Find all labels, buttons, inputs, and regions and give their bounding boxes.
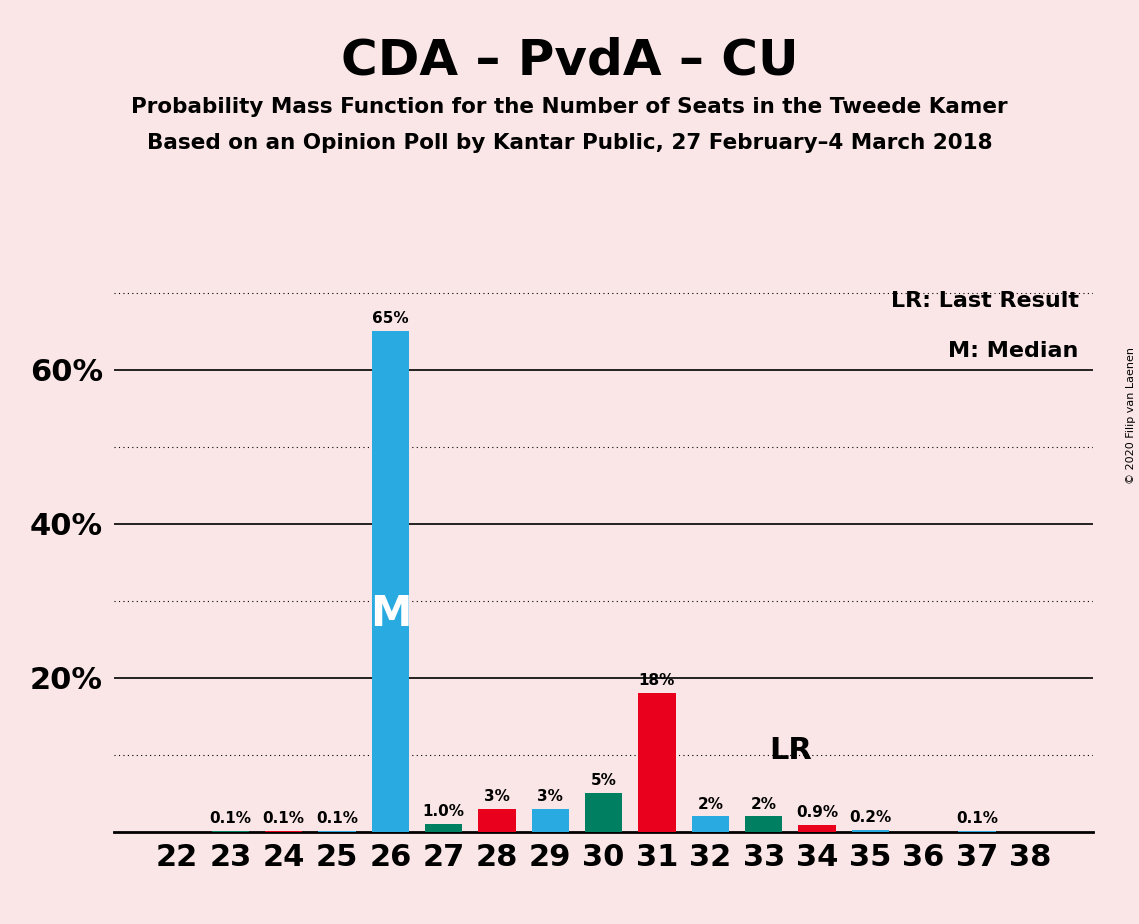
Text: 3%: 3% (538, 789, 564, 804)
Text: 2%: 2% (751, 796, 777, 811)
Bar (691, 816, 729, 832)
Bar (371, 331, 409, 832)
Text: 0.1%: 0.1% (210, 811, 252, 826)
Text: 0.1%: 0.1% (956, 811, 998, 826)
Bar (532, 808, 570, 832)
Bar (852, 830, 888, 832)
Text: 1.0%: 1.0% (423, 804, 465, 820)
Text: 2%: 2% (697, 796, 723, 811)
Bar (585, 793, 622, 832)
Text: 5%: 5% (591, 773, 616, 788)
Text: Based on an Opinion Poll by Kantar Public, 27 February–4 March 2018: Based on an Opinion Poll by Kantar Publi… (147, 133, 992, 153)
Text: 3%: 3% (484, 789, 510, 804)
Text: © 2020 Filip van Laenen: © 2020 Filip van Laenen (1126, 347, 1136, 484)
Text: M: Median: M: Median (949, 341, 1079, 361)
Bar (425, 824, 462, 832)
Text: Probability Mass Function for the Number of Seats in the Tweede Kamer: Probability Mass Function for the Number… (131, 97, 1008, 117)
Text: 0.1%: 0.1% (316, 811, 358, 826)
Bar (798, 824, 836, 832)
Text: LR: Last Result: LR: Last Result (891, 291, 1079, 311)
Bar (745, 816, 782, 832)
Bar (478, 808, 516, 832)
Text: 18%: 18% (639, 674, 675, 688)
Text: LR: LR (769, 736, 812, 765)
Bar (638, 693, 675, 832)
Text: 0.1%: 0.1% (263, 811, 305, 826)
Text: 65%: 65% (372, 311, 409, 326)
Text: 0.9%: 0.9% (796, 805, 838, 821)
Text: M: M (370, 593, 411, 635)
Text: CDA – PvdA – CU: CDA – PvdA – CU (341, 37, 798, 85)
Text: 0.2%: 0.2% (850, 810, 892, 825)
